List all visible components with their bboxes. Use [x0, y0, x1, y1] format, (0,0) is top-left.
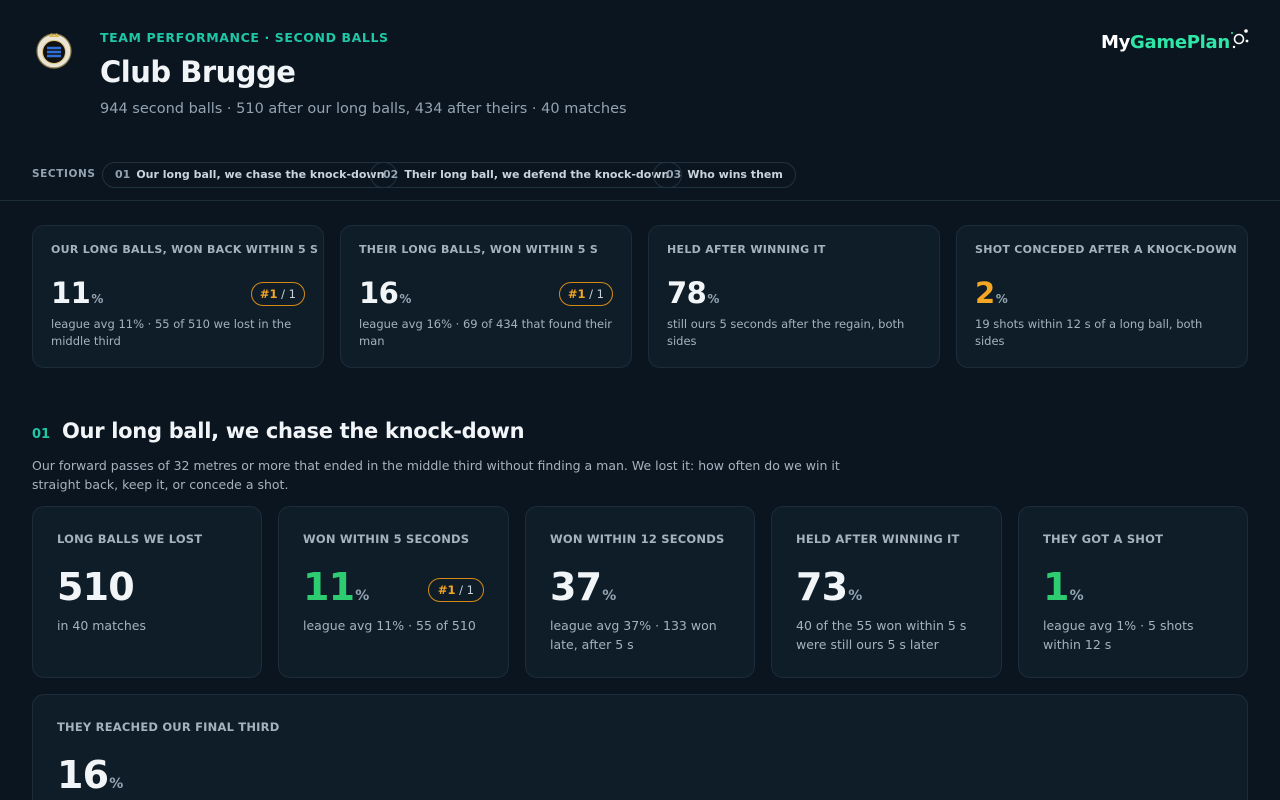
stat-card-won-within-5s: WON WITHIN 5 SECONDS 11% #1 / 1 league a…	[278, 506, 509, 678]
section-title: Our long ball, we chase the knock-down	[62, 419, 525, 443]
section-link-01[interactable]: 01 Our long ball, we chase the knock-down	[102, 162, 398, 188]
kpi-card-held-after-winning: HELD AFTER WINNING IT 78% still ours 5 s…	[648, 225, 940, 368]
section-link-label: Their long ball, we defend the knock-dow…	[404, 168, 670, 181]
kpi-note: league avg 11% · 55 of 510 we lost in th…	[51, 317, 292, 348]
kpi-note: still ours 5 seconds after the regain, b…	[667, 317, 905, 348]
stat-value: 11%	[303, 565, 370, 609]
rank-badge: #1 / 1	[427, 578, 484, 602]
page-subtitle: 944 second balls · 510 after our long ba…	[100, 101, 627, 117]
stat-card-won-within-12s: WON WITHIN 12 SECONDS 37% league avg 37%…	[525, 506, 755, 678]
stat-note: in 40 matches	[57, 618, 146, 633]
brand-logo-my: My	[1101, 32, 1131, 53]
kpi-value: 2%	[975, 276, 1008, 310]
section-link-number: 01	[115, 168, 131, 181]
stat-label: THEY REACHED OUR FINAL THIRD	[57, 720, 280, 734]
sections-nav: SECTIONS 01 Our long ball, we chase the k…	[0, 150, 1280, 201]
kpi-note: 19 shots within 12 s of a long ball, bot…	[975, 317, 1203, 348]
stat-note: league avg 1% · 5 shots within 12 s	[1043, 618, 1194, 652]
stat-card-held-after-winning: HELD AFTER WINNING IT 73% 40 of the 55 w…	[771, 506, 1002, 678]
stat-note: league avg 37% · 133 won late, after 5 s	[550, 618, 717, 652]
rank-badge: #1 / 1	[558, 282, 613, 306]
kpi-note: league avg 16% · 69 of 434 that found th…	[359, 317, 613, 348]
section-number: 01	[32, 427, 51, 442]
kpi-value: 78%	[667, 276, 719, 310]
stat-label: WON WITHIN 12 SECONDS	[550, 532, 725, 546]
kpi-card-their-long-balls: THEIR LONG BALLS, WON WITHIN 5 S 16% #1 …	[340, 225, 632, 368]
kpi-label: SHOT CONCEDED AFTER A KNOCK-DOWN	[975, 243, 1238, 256]
kpi-value: 16%	[359, 276, 411, 310]
section-link-label: Who wins them	[687, 168, 783, 181]
stat-card-they-got-a-shot: THEY GOT A SHOT 1% league avg 1% · 5 sho…	[1018, 506, 1248, 678]
stat-card-reached-final-third: THEY REACHED OUR FINAL THIRD 16%	[32, 694, 1248, 800]
stat-label: HELD AFTER WINNING IT	[796, 532, 960, 546]
stat-label: THEY GOT A SHOT	[1043, 532, 1164, 546]
stat-value: 16%	[57, 753, 124, 797]
brand-constellation-icon	[1231, 29, 1249, 49]
section-description: Our forward passes of 32 metres or more …	[32, 458, 840, 492]
stat-note: 40 of the 55 won within 5 s were still o…	[796, 618, 967, 652]
section-link-03[interactable]: 03 Who wins them	[653, 162, 796, 188]
stat-value: 37%	[550, 565, 617, 609]
stat-label: WON WITHIN 5 SECONDS	[303, 532, 470, 546]
brand-logo-gameplan: GamePlan	[1130, 32, 1230, 53]
kpi-card-shot-conceded: SHOT CONCEDED AFTER A KNOCK-DOWN 2% 19 s…	[956, 225, 1248, 368]
kpi-label: HELD AFTER WINNING IT	[667, 243, 826, 256]
sections-label: SECTIONS	[32, 168, 96, 180]
page-title: Club Brugge	[100, 55, 296, 89]
rank-badge: #1 / 1	[250, 282, 305, 306]
section-link-label: Our long ball, we chase the knock-down	[136, 168, 385, 181]
section-link-number: 03	[666, 168, 682, 181]
kpi-card-our-long-balls: OUR LONG BALLS, WON BACK WITHIN 5 S 11% …	[32, 225, 324, 368]
section-link-02[interactable]: 02 Their long ball, we defend the knock-d…	[370, 162, 683, 188]
stat-value: 1%	[1043, 565, 1084, 609]
section-link-number: 02	[383, 168, 399, 181]
stat-card-long-balls-lost: LONG BALLS WE LOST 510 in 40 matches	[32, 506, 262, 678]
brand-logo[interactable]: MyGamePlan	[1101, 32, 1230, 53]
page-header: TEAM PERFORMANCE · SECOND BALLS Club Bru…	[0, 0, 1280, 150]
kpi-label: OUR LONG BALLS, WON BACK WITHIN 5 S	[51, 243, 319, 256]
stat-value: 510	[57, 565, 135, 609]
club-brugge-crest-icon	[36, 33, 72, 69]
page-eyebrow: TEAM PERFORMANCE · SECOND BALLS	[100, 30, 389, 45]
kpi-value: 11%	[51, 276, 103, 310]
stat-note: league avg 11% · 55 of 510	[303, 618, 476, 633]
kpi-label: THEIR LONG BALLS, WON WITHIN 5 S	[359, 243, 599, 256]
stat-label: LONG BALLS WE LOST	[57, 532, 203, 546]
stat-value: 73%	[796, 565, 863, 609]
